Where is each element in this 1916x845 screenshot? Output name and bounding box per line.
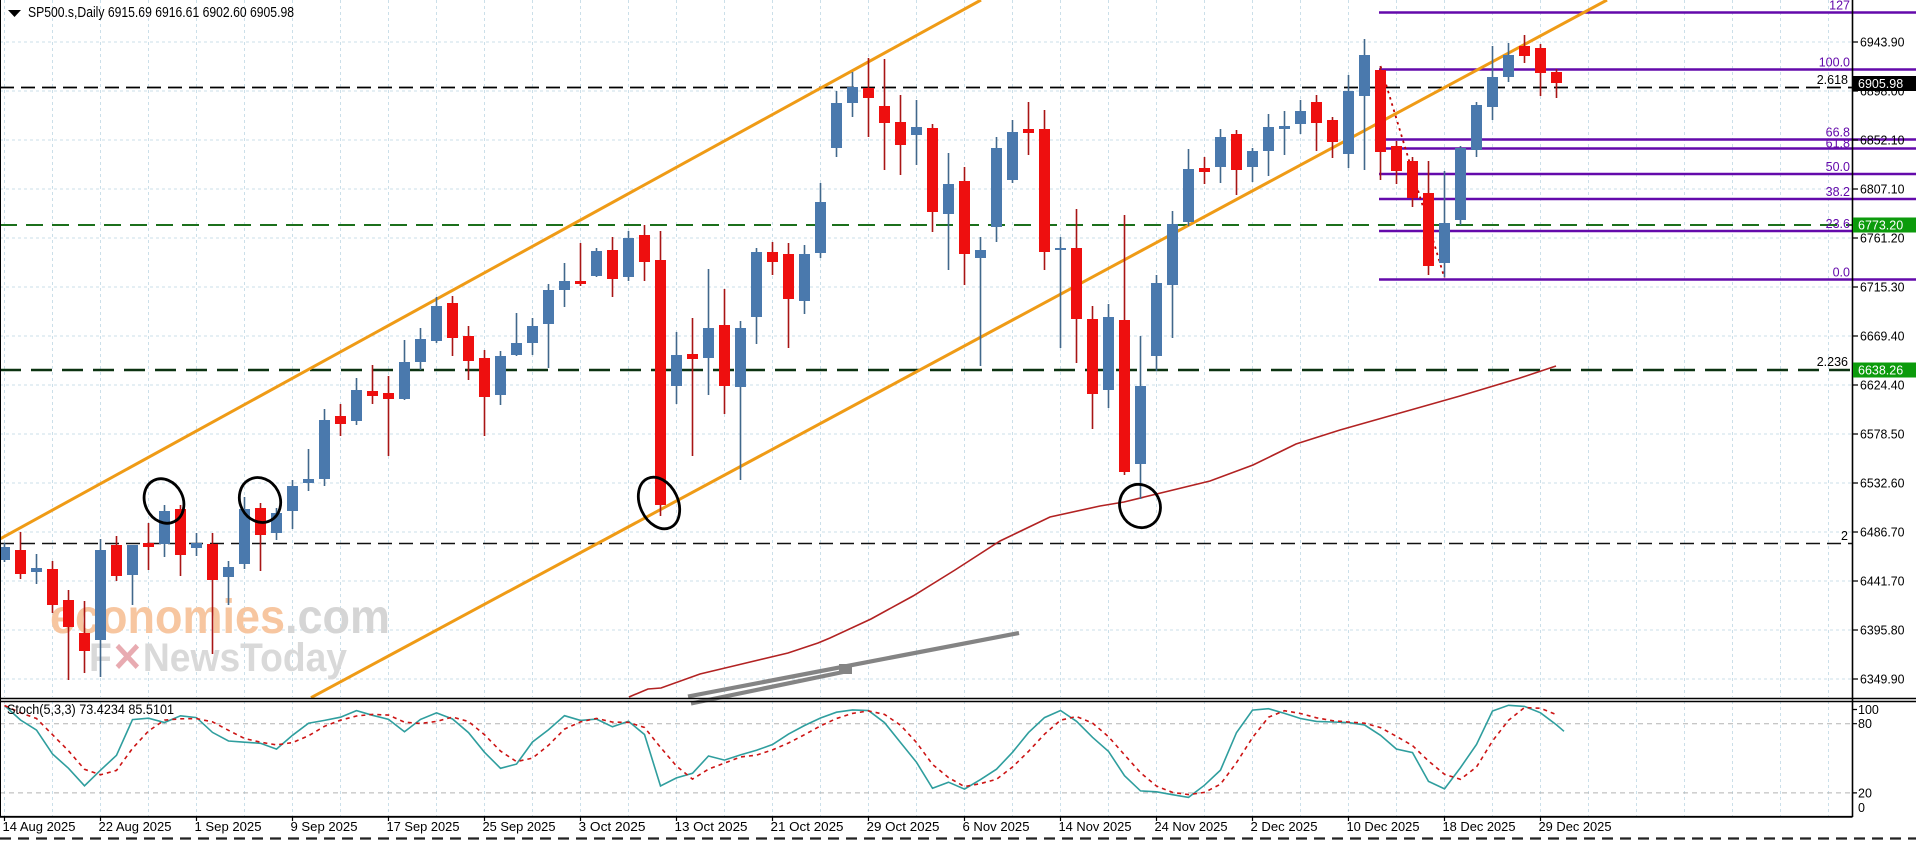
svg-text:6905.98: 6905.98 bbox=[1858, 77, 1903, 91]
svg-text:6773.20: 6773.20 bbox=[1858, 219, 1903, 233]
svg-text:6638.26: 6638.26 bbox=[1858, 364, 1903, 378]
svg-text:14 Aug 2025: 14 Aug 2025 bbox=[3, 820, 76, 834]
svg-text:6852.10: 6852.10 bbox=[1860, 134, 1905, 148]
svg-text:18 Dec 2025: 18 Dec 2025 bbox=[1443, 820, 1516, 834]
svg-text:14 Nov 2025: 14 Nov 2025 bbox=[1059, 820, 1132, 834]
svg-text:6395.80: 6395.80 bbox=[1860, 624, 1905, 638]
svg-text:6441.70: 6441.70 bbox=[1860, 575, 1905, 589]
svg-text:6715.30: 6715.30 bbox=[1860, 281, 1905, 295]
svg-text:6349.90: 6349.90 bbox=[1860, 673, 1905, 687]
svg-text:127: 127 bbox=[1829, 0, 1850, 13]
svg-text:2.236: 2.236 bbox=[1817, 355, 1848, 369]
svg-text:80: 80 bbox=[1858, 717, 1872, 731]
svg-text:Stoch(5,3,3) 73.4234 85.5101: Stoch(5,3,3) 73.4234 85.5101 bbox=[7, 702, 174, 717]
svg-text:6486.70: 6486.70 bbox=[1860, 526, 1905, 540]
svg-text:10 Dec 2025: 10 Dec 2025 bbox=[1347, 820, 1420, 834]
svg-text:29 Oct 2025: 29 Oct 2025 bbox=[867, 820, 940, 834]
svg-text:50.0: 50.0 bbox=[1826, 160, 1850, 174]
svg-text:1 Sep 2025: 1 Sep 2025 bbox=[195, 820, 262, 834]
svg-text:3 Oct 2025: 3 Oct 2025 bbox=[579, 820, 646, 834]
svg-text:6669.40: 6669.40 bbox=[1860, 330, 1905, 344]
svg-text:38.2: 38.2 bbox=[1826, 185, 1850, 199]
svg-text:25 Sep 2025: 25 Sep 2025 bbox=[483, 820, 556, 834]
svg-text:0: 0 bbox=[1858, 801, 1865, 815]
svg-text:29 Dec 2025: 29 Dec 2025 bbox=[1539, 820, 1612, 834]
svg-text:17 Sep 2025: 17 Sep 2025 bbox=[387, 820, 460, 834]
svg-text:6943.90: 6943.90 bbox=[1860, 36, 1905, 50]
svg-text:SP500.s,Daily 6915.69 6916.61: SP500.s,Daily 6915.69 6916.61 6902.60 69… bbox=[28, 5, 294, 21]
svg-text:23.6: 23.6 bbox=[1826, 217, 1850, 231]
svg-text:6624.40: 6624.40 bbox=[1860, 379, 1905, 393]
svg-text:21 Oct 2025: 21 Oct 2025 bbox=[771, 820, 844, 834]
svg-text:6578.50: 6578.50 bbox=[1860, 428, 1905, 442]
svg-text:9 Sep 2025: 9 Sep 2025 bbox=[291, 820, 358, 834]
svg-text:2: 2 bbox=[1841, 529, 1848, 543]
svg-text:24 Nov 2025: 24 Nov 2025 bbox=[1155, 820, 1228, 834]
svg-text:100.0: 100.0 bbox=[1819, 56, 1850, 70]
svg-text:6532.60: 6532.60 bbox=[1860, 477, 1905, 491]
svg-text:20: 20 bbox=[1858, 786, 1872, 800]
svg-text:2.618: 2.618 bbox=[1817, 73, 1848, 87]
svg-text:2 Dec 2025: 2 Dec 2025 bbox=[1251, 820, 1318, 834]
svg-text:6761.20: 6761.20 bbox=[1860, 232, 1905, 246]
svg-text:economies.com: economies.com bbox=[50, 591, 390, 644]
svg-text:6807.10: 6807.10 bbox=[1860, 183, 1905, 197]
svg-text:F✕NewsToday: F✕NewsToday bbox=[89, 636, 348, 680]
svg-text:100: 100 bbox=[1858, 703, 1879, 717]
svg-text:66.8: 66.8 bbox=[1826, 126, 1850, 140]
svg-text:0.0: 0.0 bbox=[1833, 266, 1850, 280]
svg-text:13 Oct 2025: 13 Oct 2025 bbox=[675, 820, 748, 834]
svg-text:61.8: 61.8 bbox=[1826, 137, 1850, 151]
svg-text:22 Aug 2025: 22 Aug 2025 bbox=[99, 820, 172, 834]
svg-text:6 Nov 2025: 6 Nov 2025 bbox=[963, 820, 1030, 834]
